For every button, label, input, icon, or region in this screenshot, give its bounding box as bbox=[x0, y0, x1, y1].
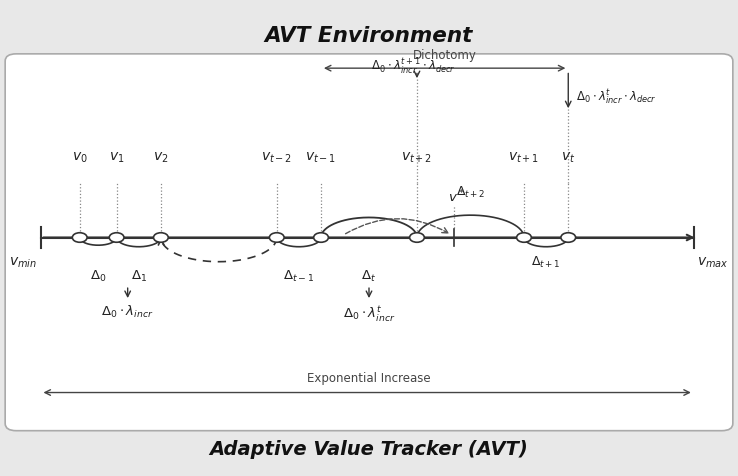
Text: $v_{min}$: $v_{min}$ bbox=[9, 255, 37, 269]
Text: $v_0$: $v_0$ bbox=[72, 150, 88, 164]
Text: $\Delta_0 \cdot \lambda_{incr}^t$: $\Delta_0 \cdot \lambda_{incr}^t$ bbox=[342, 304, 396, 323]
Text: $\Delta_0 \cdot \lambda_{incr}^{t+1} \cdot \lambda_{decr}$: $\Delta_0 \cdot \lambda_{incr}^{t+1} \cd… bbox=[371, 57, 455, 77]
Text: $\Delta_{t+2}$: $\Delta_{t+2}$ bbox=[456, 184, 485, 199]
Text: $v_{max}$: $v_{max}$ bbox=[697, 255, 729, 269]
Text: $\Delta_{t-1}$: $\Delta_{t-1}$ bbox=[283, 268, 314, 283]
Text: Exponential Increase: Exponential Increase bbox=[307, 371, 431, 384]
Circle shape bbox=[561, 233, 576, 243]
Text: $v_2$: $v_2$ bbox=[154, 150, 168, 164]
Text: $v_{t+2}$: $v_{t+2}$ bbox=[401, 150, 432, 164]
Text: $\Delta_0$: $\Delta_0$ bbox=[90, 268, 106, 283]
Text: $\Delta_0 \cdot \lambda_{incr}$: $\Delta_0 \cdot \lambda_{incr}$ bbox=[101, 304, 154, 320]
Circle shape bbox=[72, 233, 87, 243]
Text: $v_t$: $v_t$ bbox=[561, 150, 576, 164]
Text: $\Delta_0 \cdot \lambda_{incr}^t \cdot \lambda_{decr}$: $\Delta_0 \cdot \lambda_{incr}^t \cdot \… bbox=[576, 88, 657, 107]
Text: AVT Environment: AVT Environment bbox=[265, 26, 473, 46]
Circle shape bbox=[314, 233, 328, 243]
Text: $v_1$: $v_1$ bbox=[109, 150, 124, 164]
Text: $v_{t-1}$: $v_{t-1}$ bbox=[306, 150, 337, 164]
Circle shape bbox=[109, 233, 124, 243]
Circle shape bbox=[269, 233, 284, 243]
Circle shape bbox=[410, 233, 424, 243]
Circle shape bbox=[517, 233, 531, 243]
Text: $v_{t-2}$: $v_{t-2}$ bbox=[261, 150, 292, 164]
Text: Dichotomy: Dichotomy bbox=[413, 49, 477, 62]
Text: $\Delta_{t+1}$: $\Delta_{t+1}$ bbox=[531, 254, 561, 269]
FancyBboxPatch shape bbox=[5, 55, 733, 431]
Text: $\Delta_1$: $\Delta_1$ bbox=[131, 268, 147, 283]
Text: $v^*$: $v^*$ bbox=[448, 188, 464, 205]
Text: $\Delta_t$: $\Delta_t$ bbox=[362, 268, 376, 283]
Text: $v_{t+1}$: $v_{t+1}$ bbox=[508, 150, 539, 164]
Text: Adaptive Value Tracker (AVT): Adaptive Value Tracker (AVT) bbox=[210, 439, 528, 458]
Circle shape bbox=[154, 233, 168, 243]
